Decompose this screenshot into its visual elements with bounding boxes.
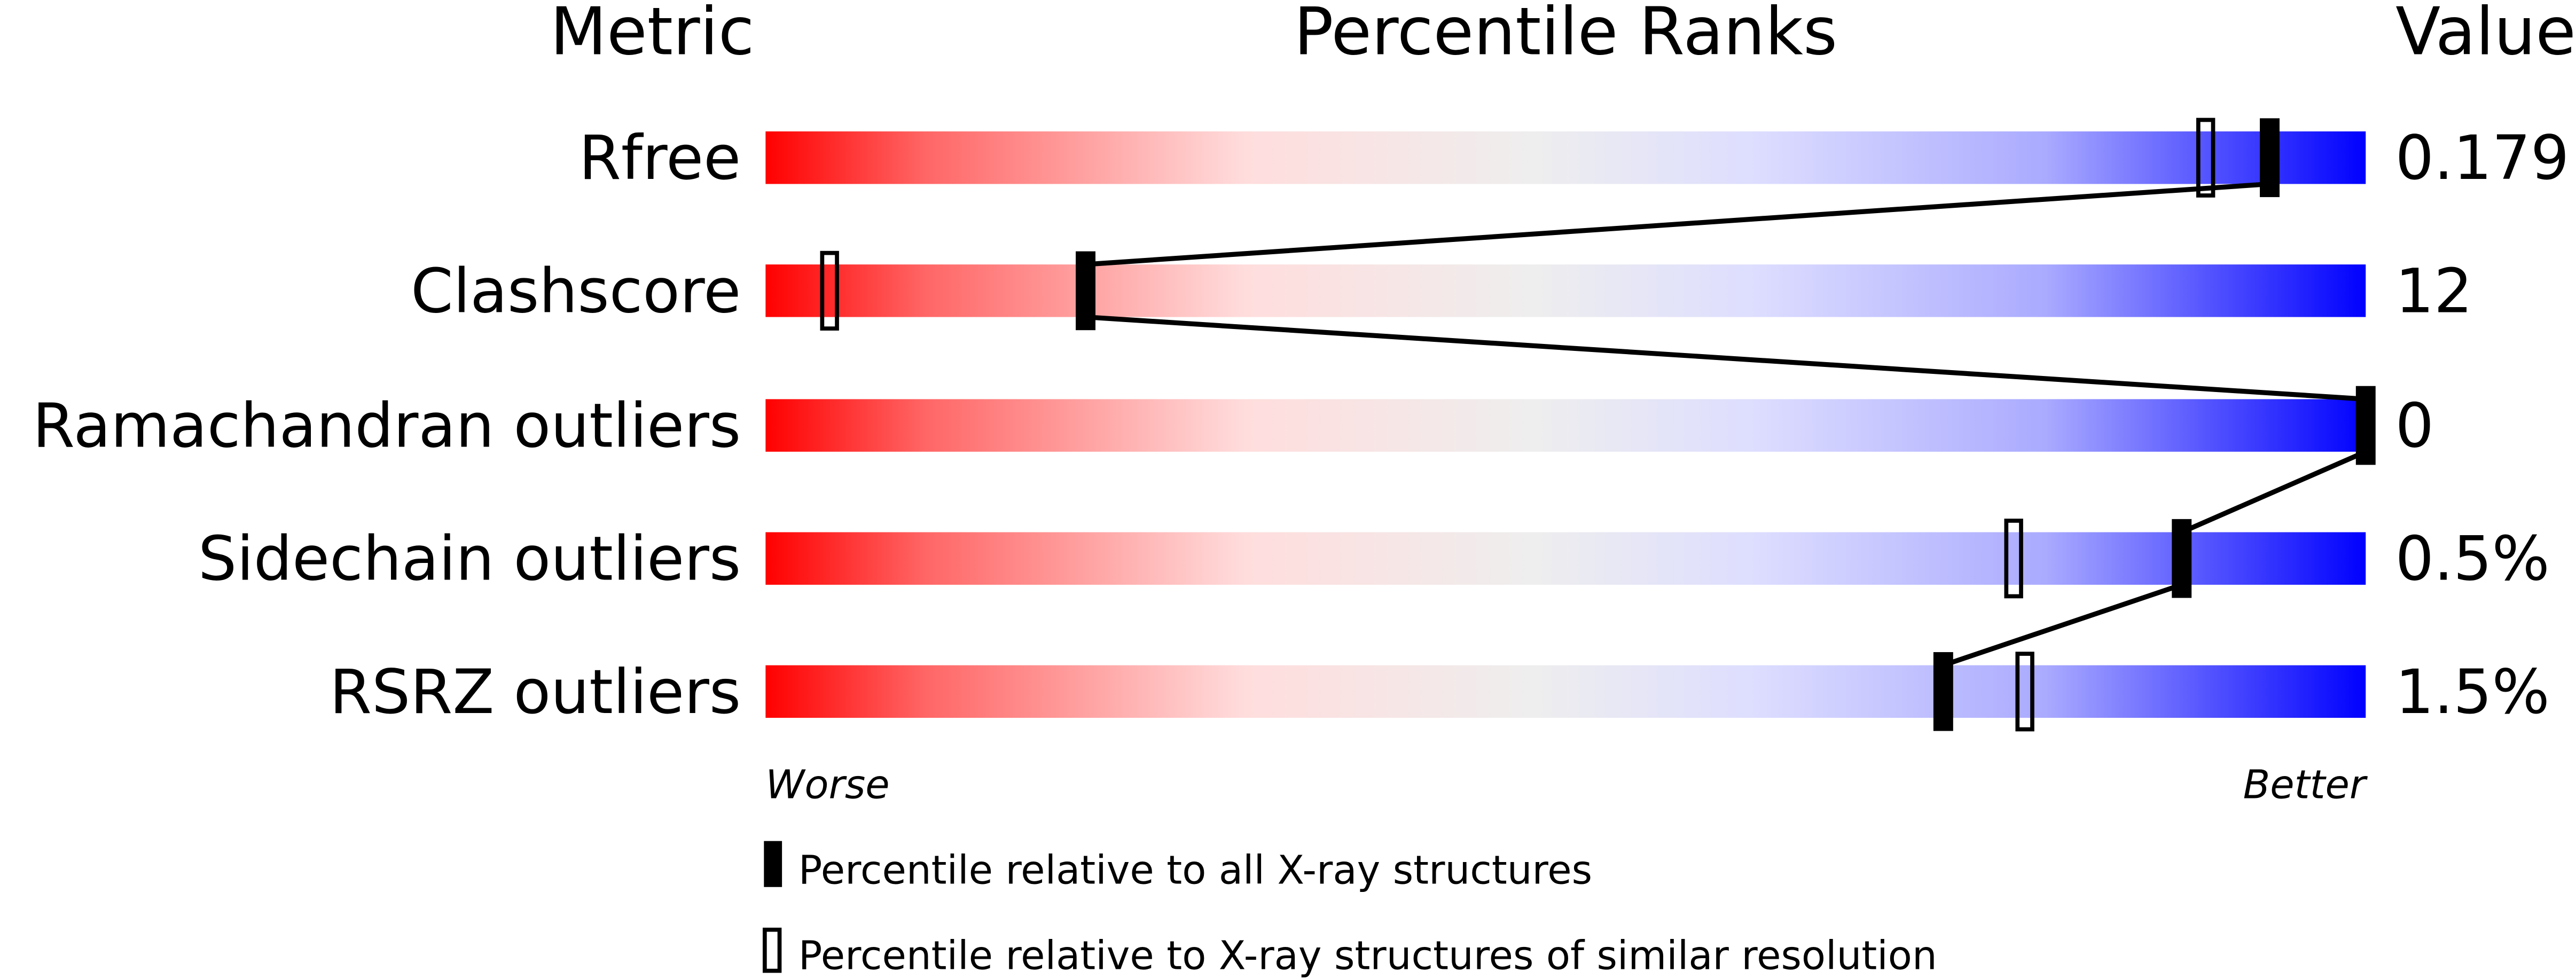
similar-resolution-marker <box>2196 118 2215 198</box>
legend-filled-marker-icon <box>764 841 782 887</box>
connector-line <box>1085 314 2366 402</box>
worse-label: Worse <box>765 762 889 808</box>
similar-resolution-marker <box>820 250 839 331</box>
metric-value: 12 <box>2395 255 2473 326</box>
metric-label: Rfree <box>579 122 741 193</box>
better-label: Better <box>2243 762 2368 808</box>
metric-label: RSRZ outliers <box>330 656 741 727</box>
header-value: Value <box>2395 0 2576 70</box>
metric-label: Sidechain outliers <box>198 523 741 594</box>
metric-label: Clashscore <box>411 255 741 326</box>
metric-value: 0.179 <box>2395 122 2570 193</box>
percentile-bar <box>765 665 2366 718</box>
connector-line <box>1085 181 2270 267</box>
connector-line <box>1942 582 2183 668</box>
similar-resolution-marker <box>2004 519 2023 599</box>
percentile-bar <box>765 264 2366 317</box>
percentile-bar <box>765 131 2366 184</box>
metric-value: 0 <box>2395 390 2434 461</box>
legend-label-similar: Percentile relative to X-ray structures … <box>798 933 1937 979</box>
legend-open-marker-icon <box>762 927 782 973</box>
header-percentile-ranks: Percentile Ranks <box>1294 0 1838 70</box>
connector-line <box>2180 449 2367 535</box>
metric-value: 0.5% <box>2395 523 2550 594</box>
header-metric: Metric <box>550 0 754 70</box>
percentile-bar <box>765 399 2366 452</box>
similar-resolution-marker <box>2015 652 2034 732</box>
legend-label-all: Percentile relative to all X-ray structu… <box>798 848 1592 894</box>
percentile-bar <box>765 532 2366 585</box>
metric-label: Ramachandran outliers <box>33 390 741 461</box>
metric-value: 1.5% <box>2395 656 2550 727</box>
